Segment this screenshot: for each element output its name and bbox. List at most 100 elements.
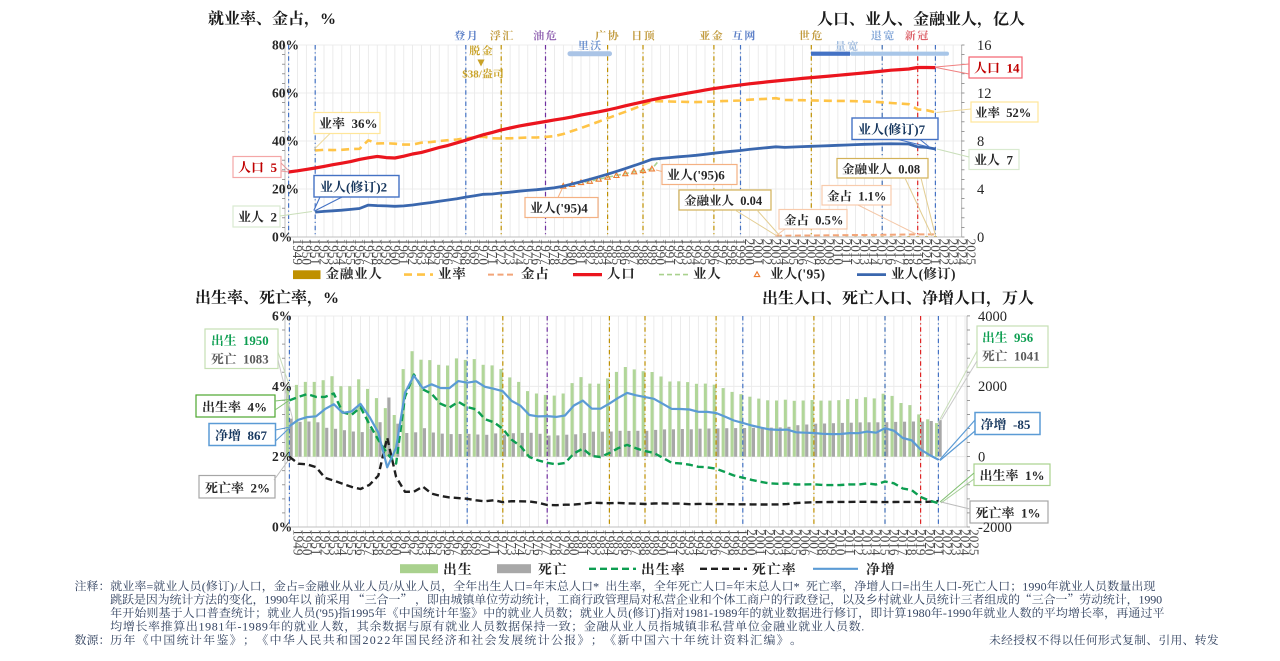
svg-text:1969: 1969 [469, 529, 484, 556]
svg-text:1973: 1973 [504, 529, 519, 556]
svg-text:1993: 1993 [680, 239, 695, 266]
svg-text:1963: 1963 [414, 239, 429, 266]
svg-text:867: 867 [248, 428, 268, 443]
svg-text:): ) [951, 266, 956, 281]
svg-text:1%: 1% [1021, 506, 1041, 521]
svg-text:1998: 1998 [726, 529, 741, 556]
svg-text:0.5%: 0.5% [815, 214, 843, 228]
svg-text:$38/: $38/ [462, 69, 483, 81]
svg-text:1.1%: 1.1% [858, 190, 886, 204]
svg-text:1951: 1951 [308, 239, 323, 265]
svg-text:2023: 2023 [949, 529, 964, 556]
svg-text:0%: 0% [272, 520, 292, 535]
svg-text:2010: 2010 [833, 529, 848, 556]
svg-text:4000: 4000 [978, 309, 1007, 325]
svg-text:)/: )/ [230, 579, 238, 593]
svg-text:1952: 1952 [317, 529, 332, 555]
svg-text:1990: 1990 [1022, 579, 1046, 593]
svg-text:2022: 2022 [940, 529, 955, 555]
svg-text:1965: 1965 [432, 239, 447, 266]
svg-text:1970: 1970 [477, 529, 492, 556]
svg-text:1949: 1949 [291, 529, 306, 556]
svg-text:2001: 2001 [751, 239, 766, 265]
svg-text:1974: 1974 [513, 529, 528, 556]
svg-text:1990: 1990 [655, 529, 670, 556]
svg-text:60%: 60% [272, 86, 299, 101]
svg-text:36%: 36% [352, 116, 378, 131]
svg-text:2020: 2020 [922, 529, 937, 556]
svg-text:2025: 2025 [966, 529, 981, 556]
svg-text:1960: 1960 [389, 529, 404, 556]
svg-text:1982: 1982 [582, 239, 597, 265]
svg-text:1980: 1980 [565, 239, 580, 266]
svg-text:2013: 2013 [860, 529, 875, 556]
svg-text:2025: 2025 [963, 239, 978, 266]
svg-text:1983: 1983 [591, 239, 606, 266]
svg-text:1978: 1978 [549, 529, 564, 556]
svg-text:1999: 1999 [735, 529, 750, 556]
svg-text:1995: 1995 [700, 529, 715, 556]
svg-text:)7: )7 [914, 122, 925, 137]
svg-text:1997: 1997 [717, 529, 732, 556]
svg-text:1972: 1972 [495, 529, 510, 555]
svg-text:2017: 2017 [895, 529, 910, 556]
svg-text:1956: 1956 [353, 529, 368, 556]
svg-text:1955: 1955 [344, 529, 359, 556]
svg-text:1993: 1993 [682, 529, 697, 556]
svg-text:0%: 0% [272, 230, 292, 245]
svg-text:1980: 1980 [566, 529, 581, 556]
svg-text:1984: 1984 [602, 529, 617, 556]
svg-text:2000: 2000 [978, 379, 1007, 395]
svg-text:1961: 1961 [396, 239, 411, 265]
svg-text:2006: 2006 [797, 529, 812, 556]
svg-text:2005: 2005 [786, 239, 801, 266]
svg-text:1967: 1967 [449, 239, 464, 266]
svg-text:1962: 1962 [406, 529, 421, 555]
svg-text:1995: 1995 [350, 606, 374, 620]
svg-text:1981: 1981 [199, 620, 225, 634]
svg-text:1981: 1981 [573, 239, 588, 265]
svg-text:1961: 1961 [397, 529, 412, 555]
svg-text:1962: 1962 [405, 239, 420, 265]
svg-text:1959: 1959 [379, 239, 394, 266]
svg-text:2008: 2008 [813, 239, 828, 266]
svg-text:1083: 1083 [243, 353, 269, 367]
svg-text:1973: 1973 [503, 239, 518, 266]
svg-text:1995: 1995 [698, 239, 713, 266]
svg-text:1957: 1957 [361, 239, 376, 266]
svg-text:0: 0 [978, 450, 985, 466]
svg-text:1991: 1991 [662, 239, 677, 265]
svg-text:0.08: 0.08 [898, 163, 920, 177]
svg-text:1994: 1994 [691, 529, 706, 556]
svg-text:=: = [526, 579, 533, 593]
svg-text:4%: 4% [272, 379, 292, 394]
svg-text:1951: 1951 [309, 529, 324, 555]
svg-text:-85: -85 [1013, 417, 1031, 432]
svg-text:1950: 1950 [300, 529, 315, 556]
svg-text:(: ( [884, 122, 888, 137]
svg-text:1953: 1953 [326, 529, 341, 556]
svg-text:*: * [794, 579, 800, 593]
svg-text:4%: 4% [248, 400, 268, 415]
svg-text:2002: 2002 [760, 239, 775, 265]
svg-text:1983: 1983 [593, 529, 608, 556]
svg-text:1968: 1968 [458, 239, 473, 266]
svg-text:1985: 1985 [609, 239, 624, 266]
svg-text:2008: 2008 [815, 529, 830, 556]
svg-text:2004: 2004 [777, 239, 792, 266]
svg-text:1963: 1963 [415, 529, 430, 556]
svg-text:1988: 1988 [635, 239, 650, 266]
svg-text:2021: 2021 [928, 239, 943, 265]
svg-text:1980: 1980 [907, 606, 931, 620]
svg-text:1999: 1999 [733, 239, 748, 266]
svg-text:1958: 1958 [371, 529, 386, 556]
svg-text:2021: 2021 [931, 529, 946, 555]
svg-text:*: * [593, 579, 599, 593]
svg-text:2006: 2006 [795, 239, 810, 266]
svg-text:1986: 1986 [620, 529, 635, 556]
svg-text:1969: 1969 [467, 239, 482, 266]
svg-text:2010: 2010 [830, 239, 845, 266]
svg-text:2023: 2023 [946, 239, 961, 266]
svg-text:2002: 2002 [762, 529, 777, 555]
svg-text:.: . [861, 620, 865, 634]
